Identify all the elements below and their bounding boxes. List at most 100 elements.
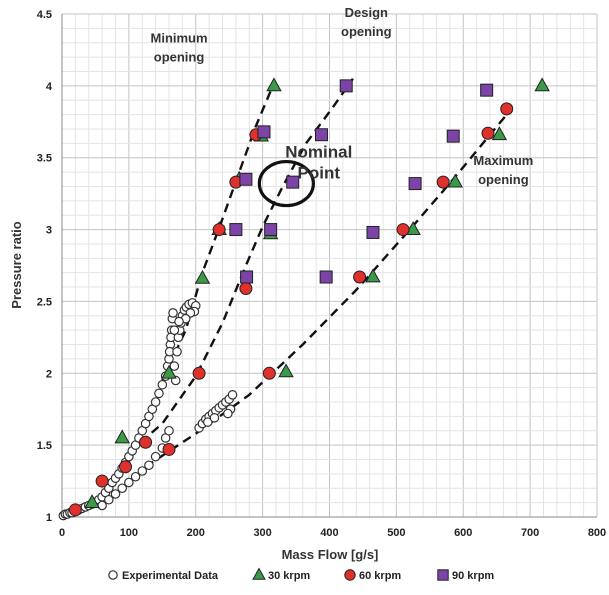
data-point [172, 346, 182, 357]
y-tick-label: 1 [46, 512, 52, 524]
legend-item: 30 krpm [252, 567, 310, 582]
x-tick-label: 300 [253, 527, 271, 539]
data-point [447, 173, 463, 188]
data-point [174, 316, 184, 327]
data-point [240, 270, 254, 284]
data-point [84, 494, 100, 509]
data-point [139, 435, 153, 449]
legend-item: Experimental Data [108, 570, 219, 582]
data-point [353, 270, 367, 284]
legend-label: 90 krpm [452, 570, 494, 582]
data-point [262, 366, 276, 380]
data-point [202, 417, 213, 427]
x-tick-label: 700 [521, 527, 539, 539]
data-point [396, 223, 410, 237]
series-experimental-data [58, 298, 238, 521]
data-point [229, 223, 243, 237]
data-point [154, 388, 164, 399]
legend-marker [437, 569, 449, 581]
annotation-text: Maximum [473, 153, 533, 168]
y-axis-title: Pressure ratio [9, 221, 24, 308]
data-point [164, 425, 174, 436]
y-tick-label: 3 [46, 225, 52, 237]
data-point [110, 489, 121, 499]
annotation-text: Minimum [151, 31, 208, 46]
x-tick-label: 600 [454, 527, 472, 539]
data-point [162, 442, 176, 456]
annotation-text: opening [478, 172, 529, 187]
nominal-point-highlight [257, 159, 315, 208]
data-point [150, 397, 161, 407]
data-point [137, 466, 148, 476]
y-tick-label: 4.5 [37, 9, 52, 21]
data-point [150, 451, 161, 462]
data-point [157, 379, 168, 390]
x-tick-label: 400 [320, 527, 338, 539]
data-point [266, 77, 282, 92]
y-tick-label: 2.5 [37, 296, 52, 308]
data-point [319, 270, 333, 284]
data-point [436, 175, 450, 189]
data-point [239, 172, 253, 186]
data-point [95, 474, 109, 488]
axes: 0 100 200 300 400 500 600 700 800 1 1.5 2 2.5 3 3.5 4 4.… [37, 9, 606, 539]
trend-line [128, 78, 354, 454]
data-point [365, 268, 381, 283]
grid [61, 13, 598, 518]
data-point [227, 390, 238, 400]
annotation-text: Design [345, 5, 388, 20]
data-point [366, 225, 380, 239]
data-point [169, 325, 180, 335]
legend: Experimental Data 30 krpm 60 krpm 90 krpm [108, 567, 494, 582]
data-point [194, 269, 211, 284]
series-90-krpm [229, 79, 494, 284]
data-point [168, 308, 178, 318]
y-tick-label: 1.5 [37, 440, 52, 452]
data-point [161, 364, 177, 379]
y-tick-label: 3.5 [37, 153, 52, 165]
data-point [223, 408, 233, 419]
data-point [481, 126, 495, 140]
data-point [264, 223, 278, 237]
legend-label: 30 krpm [268, 570, 310, 582]
legend-marker [344, 569, 356, 581]
data-point [286, 175, 300, 189]
data-point [239, 281, 253, 295]
data-point [446, 129, 460, 143]
legend-item: 90 krpm [437, 569, 494, 582]
data-point [500, 102, 514, 116]
x-axis-title: Mass Flow [g/s] [282, 547, 379, 562]
annotation-text: Point [298, 164, 341, 183]
data-point [117, 483, 127, 494]
data-point [408, 177, 422, 191]
data-point [68, 503, 82, 517]
legend-marker [108, 570, 118, 580]
annotation-text: opening [154, 50, 205, 65]
data-point [534, 77, 550, 92]
x-tick-label: 200 [187, 527, 205, 539]
legend-marker [252, 567, 266, 580]
legend-label: Experimental Data [122, 570, 219, 582]
data-point [124, 477, 134, 488]
data-point [405, 221, 421, 235]
data-point [104, 494, 114, 505]
x-tick-label: 800 [588, 527, 606, 539]
data-point [130, 471, 141, 482]
data-point [257, 125, 271, 139]
y-tick-label: 2 [46, 368, 52, 380]
data-point [314, 128, 328, 142]
annotation-text: opening [341, 24, 392, 39]
x-tick-label: 0 [59, 527, 65, 539]
data-point [339, 79, 353, 93]
legend-label: 60 krpm [359, 570, 401, 582]
data-point [114, 429, 130, 444]
data-points [58, 77, 550, 521]
x-tick-label: 500 [387, 527, 405, 539]
data-point [119, 460, 133, 474]
data-point [278, 363, 294, 378]
annotations: Minimum opening Design opening Nominal Point M… [151, 5, 533, 208]
data-point [192, 366, 206, 380]
data-point [144, 460, 154, 471]
